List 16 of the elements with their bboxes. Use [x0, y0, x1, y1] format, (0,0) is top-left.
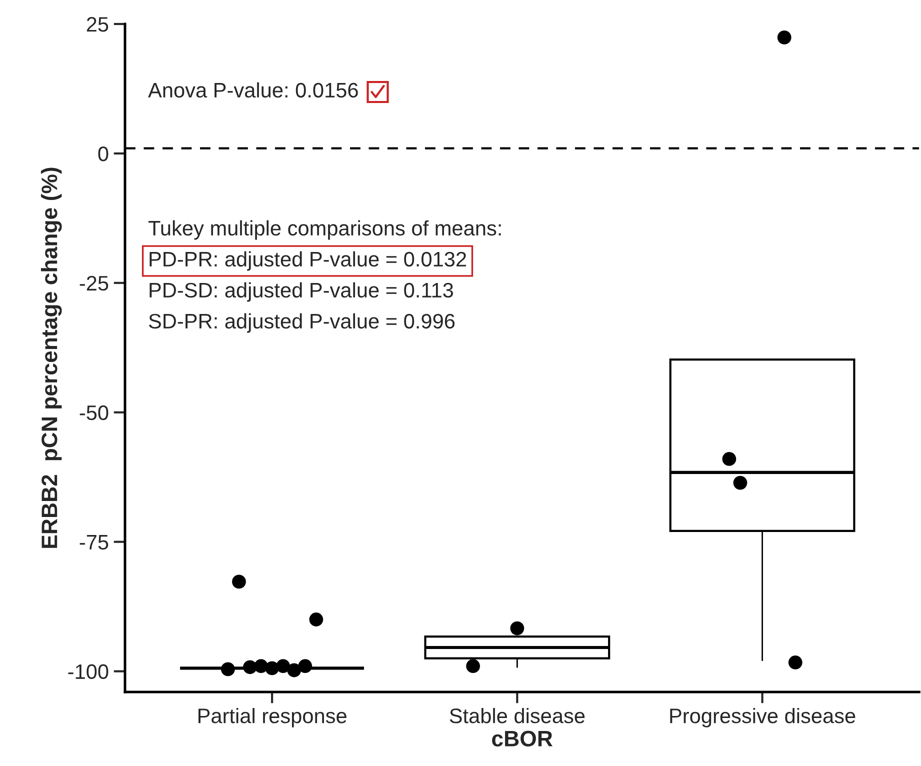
y-axis-title: ERBB2 pCN percentage change (%)	[40, 168, 62, 548]
annotation: PD-PR: adjusted P-value = 0.0132	[150, 251, 466, 271]
x-tick-label: Stable disease	[450, 708, 585, 724]
y-tick-label: 25	[86, 17, 108, 32]
annotation: SD-PR: adjusted P-value = 0.996	[148, 313, 455, 333]
annotation: PD-SD: adjusted P-value = 0.113	[150, 282, 454, 302]
y-tick-label: 0	[98, 146, 108, 162]
annotation: Tukey multiple comparisons of means:	[148, 220, 501, 240]
y-tick-label: -100	[68, 664, 108, 680]
annotation: Anova P-value: 0.0156	[148, 82, 358, 98]
y-tick-label: -25	[80, 276, 108, 291]
y-tick-label: -50	[80, 405, 108, 420]
x-tick-label: Partial response	[198, 708, 346, 728]
y-tick-label: -75	[80, 535, 108, 550]
x-axis-title: cBOR	[492, 730, 552, 746]
x-tick-label: Progressive disease	[670, 708, 856, 728]
